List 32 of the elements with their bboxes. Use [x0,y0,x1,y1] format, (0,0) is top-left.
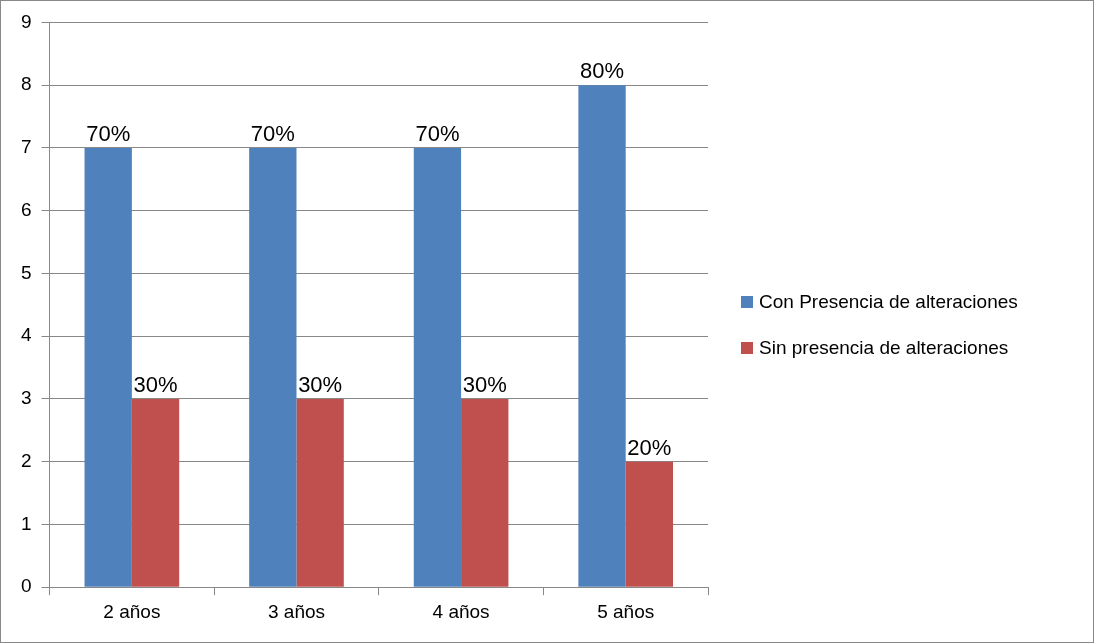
annotation: 80% [580,58,625,84]
y-tick-label: 0 [20,575,32,597]
x-tick-label: 3 años [267,600,325,622]
bar [578,85,626,587]
annotation: 70% [415,120,460,146]
y-tick-label: 1 [20,512,32,534]
bar [413,147,462,587]
annotation: 20% [627,434,672,460]
annotation: 30% [298,372,343,397]
y-tick-label: 5 [20,261,32,283]
bar [461,398,509,587]
y-tick-label: 8 [20,73,32,95]
x-tick-label: 5 años [597,600,655,622]
bar [296,398,344,587]
y-tick-label: 2 [20,449,32,471]
x-tick-label: 2 años [103,600,161,622]
y-tick-label: 7 [20,136,32,158]
annotation: 30% [462,372,507,397]
annotation: 30% [133,372,178,397]
annotation: 70% [250,120,295,146]
bar [249,147,297,587]
legend-label: Sin presencia de alteraciones [759,337,1009,359]
legend-label: Con Presencia de alteraciones [759,291,1018,313]
bar [84,147,132,587]
y-tick-label: 4 [20,324,32,346]
y-tick-label: 3 [20,387,32,409]
y-tick-label: 6 [20,198,32,220]
bar [625,461,674,587]
x-tick-label: 4 años [432,600,490,622]
bar [131,398,180,587]
annotation: 70% [86,120,131,146]
y-tick-label: 9 [20,10,32,32]
